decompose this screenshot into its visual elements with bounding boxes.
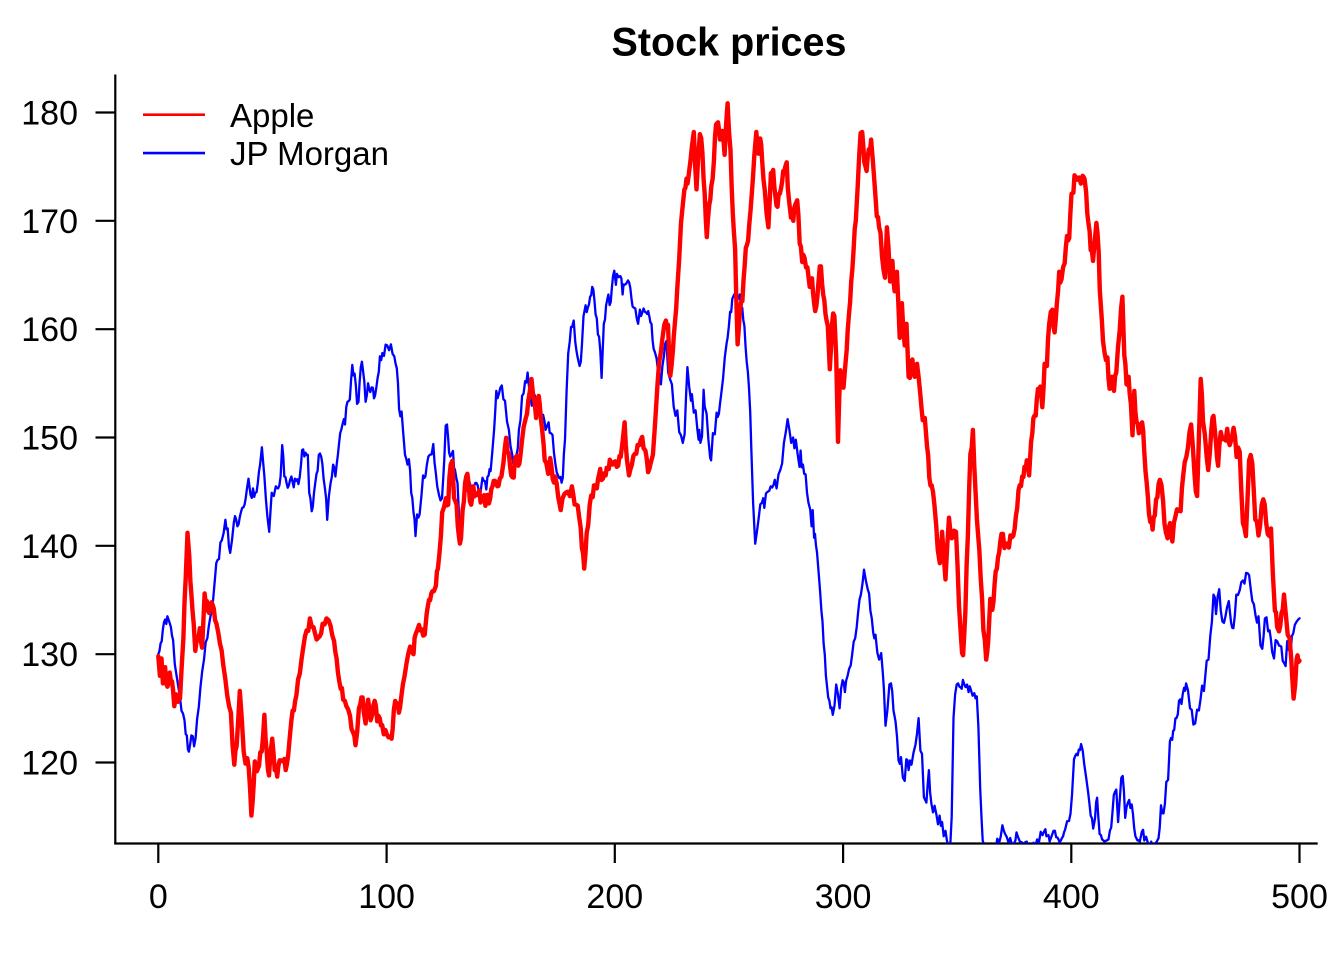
svg-text:400: 400: [1043, 878, 1100, 916]
svg-text:100: 100: [358, 878, 415, 916]
svg-text:300: 300: [815, 878, 872, 916]
svg-text:120: 120: [21, 745, 78, 783]
svg-text:Apple: Apple: [230, 97, 314, 134]
svg-text:150: 150: [21, 420, 78, 458]
svg-text:130: 130: [21, 636, 78, 674]
svg-text:140: 140: [21, 528, 78, 566]
svg-text:170: 170: [21, 203, 78, 241]
svg-text:0: 0: [149, 878, 168, 916]
svg-text:200: 200: [586, 878, 643, 916]
svg-text:180: 180: [21, 95, 78, 133]
svg-text:JP Morgan: JP Morgan: [230, 135, 389, 172]
svg-text:500: 500: [1271, 878, 1328, 916]
svg-text:Stock prices: Stock prices: [612, 21, 847, 65]
svg-text:160: 160: [21, 311, 78, 349]
